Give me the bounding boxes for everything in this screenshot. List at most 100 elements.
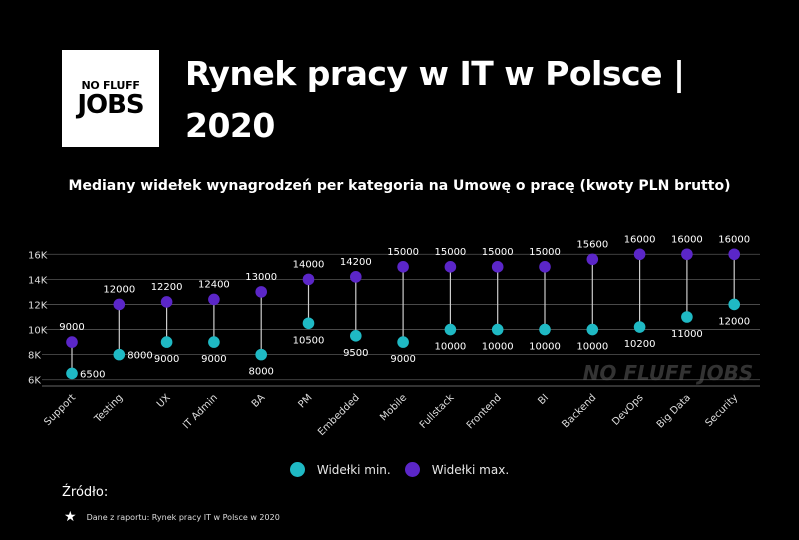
star-icon: ★	[64, 509, 77, 525]
max-value-label: 16000	[624, 234, 656, 245]
max-value-label: 15000	[529, 247, 561, 258]
max-point	[160, 296, 173, 308]
min-value-label: 11000	[671, 329, 703, 340]
min-point	[160, 336, 173, 348]
x-axis: Support Testing UX IT Admin BA PM Embedded Mobi…	[42, 392, 740, 438]
max-point	[302, 273, 315, 286]
logo-line1: NO FLUFF	[81, 78, 140, 92]
max-point	[491, 261, 504, 273]
min-point	[586, 323, 599, 336]
max-point	[208, 293, 220, 306]
max-value-label: 12400	[198, 279, 230, 290]
y-tick-label: 16K	[28, 250, 48, 261]
min-point	[681, 311, 693, 323]
max-value-label: 15000	[482, 247, 514, 258]
chart-subtitle: Mediany widełek wynagrodzeń per kategori…	[68, 178, 731, 194]
max-point	[66, 336, 78, 348]
max-point	[444, 261, 457, 273]
y-axis: 6K 8K 10K 12K 14K 16K	[28, 250, 48, 386]
source-label: Źródło:	[62, 485, 109, 500]
min-value-label: 6500	[80, 369, 105, 380]
brand-logo: NO FLUFF JOBS	[62, 50, 159, 147]
x-tick-label: Security	[703, 392, 740, 429]
min-point	[633, 321, 646, 333]
min-value-label: 10000	[576, 342, 608, 353]
legend-max-label: Widełki max.	[431, 462, 510, 477]
x-tick-label: BI	[536, 392, 551, 407]
max-point	[350, 271, 362, 283]
min-point	[491, 323, 504, 336]
min-value-label: 8000	[248, 367, 273, 378]
min-value-label: 10000	[529, 342, 561, 353]
x-tick-label: UX	[155, 392, 173, 410]
max-point	[728, 248, 740, 261]
y-tick-label: 6K	[28, 376, 41, 387]
max-point	[255, 286, 267, 298]
min-value-label: 10000	[482, 342, 514, 353]
marks: 9000 6500 12000 8000 12200 9000 12400 9000 13000…	[59, 234, 750, 380]
min-point	[255, 348, 267, 361]
legend: Widełki min. Widełki max.	[0, 462, 799, 477]
min-value-label: 9000	[201, 354, 226, 365]
legend-item-max: Widełki max.	[404, 462, 510, 477]
legend-max-marker	[404, 462, 420, 477]
min-point	[66, 367, 78, 380]
max-point	[113, 298, 126, 311]
max-value-label: 15000	[434, 247, 466, 258]
x-tick-label: IT Admin	[181, 392, 220, 431]
source-note-text: Dane z raportu: Rynek pracy IT w Polsce …	[86, 512, 280, 522]
max-value-label: 14000	[293, 259, 325, 270]
min-value-label: 10500	[293, 335, 325, 346]
min-value-label: 9000	[154, 354, 179, 365]
x-tick-label: Mobile	[378, 392, 409, 423]
min-point	[208, 336, 220, 348]
y-tick-label: 14K	[28, 275, 48, 286]
legend-item-min: Widełki min.	[289, 462, 391, 477]
max-value-label: 16000	[671, 234, 703, 245]
min-value-label: 8000	[127, 351, 152, 362]
min-value-label: 10000	[434, 342, 466, 353]
max-value-label: 12000	[103, 284, 135, 295]
max-point	[681, 248, 693, 261]
legend-min-marker	[289, 462, 305, 477]
min-point	[728, 298, 740, 311]
x-tick-label: Support	[42, 392, 78, 428]
max-value-label: 14200	[340, 257, 372, 268]
max-point	[539, 261, 551, 273]
x-tick-label: Backend	[560, 392, 598, 430]
max-value-label: 13000	[245, 272, 277, 283]
min-point	[539, 323, 551, 336]
max-value-label: 15600	[576, 239, 608, 250]
legend-min-label: Widełki min.	[316, 462, 391, 477]
watermark: NO FLUFF JOBS	[583, 361, 754, 385]
min-point	[113, 348, 126, 361]
page-title: Rynek pracy w IT w Polsce | 2020	[185, 54, 685, 145]
y-tick-label: 10K	[28, 326, 48, 337]
min-point	[350, 330, 362, 342]
x-tick-label: Big Data	[655, 392, 693, 430]
max-point	[586, 253, 599, 266]
y-tick-label: 12K	[28, 300, 48, 311]
x-tick-label: DevOps	[610, 392, 645, 427]
min-value-label: 9000	[390, 354, 415, 365]
logo-line2: JOBS	[77, 89, 144, 120]
max-value-label: 12200	[151, 282, 183, 293]
min-point	[302, 317, 315, 330]
min-point	[397, 336, 409, 348]
min-value-label: 9500	[343, 348, 368, 359]
x-tick-label: Testing	[92, 392, 125, 425]
x-tick-label: BA	[250, 392, 268, 410]
min-value-label: 12000	[718, 316, 750, 327]
x-tick-label: Frontend	[465, 392, 504, 431]
x-tick-label: PM	[296, 392, 314, 410]
max-value-label: 15000	[387, 247, 419, 258]
max-value-label: 16000	[718, 234, 750, 245]
min-point	[444, 323, 457, 336]
max-value-label: 9000	[59, 322, 84, 333]
x-tick-label: Fullstack	[418, 392, 457, 431]
max-point	[397, 261, 409, 273]
min-value-label: 10200	[624, 339, 656, 350]
x-tick-label: Embedded	[316, 392, 362, 438]
source-note: ★ Dane z raportu: Rynek pracy IT w Polsc…	[64, 509, 280, 525]
